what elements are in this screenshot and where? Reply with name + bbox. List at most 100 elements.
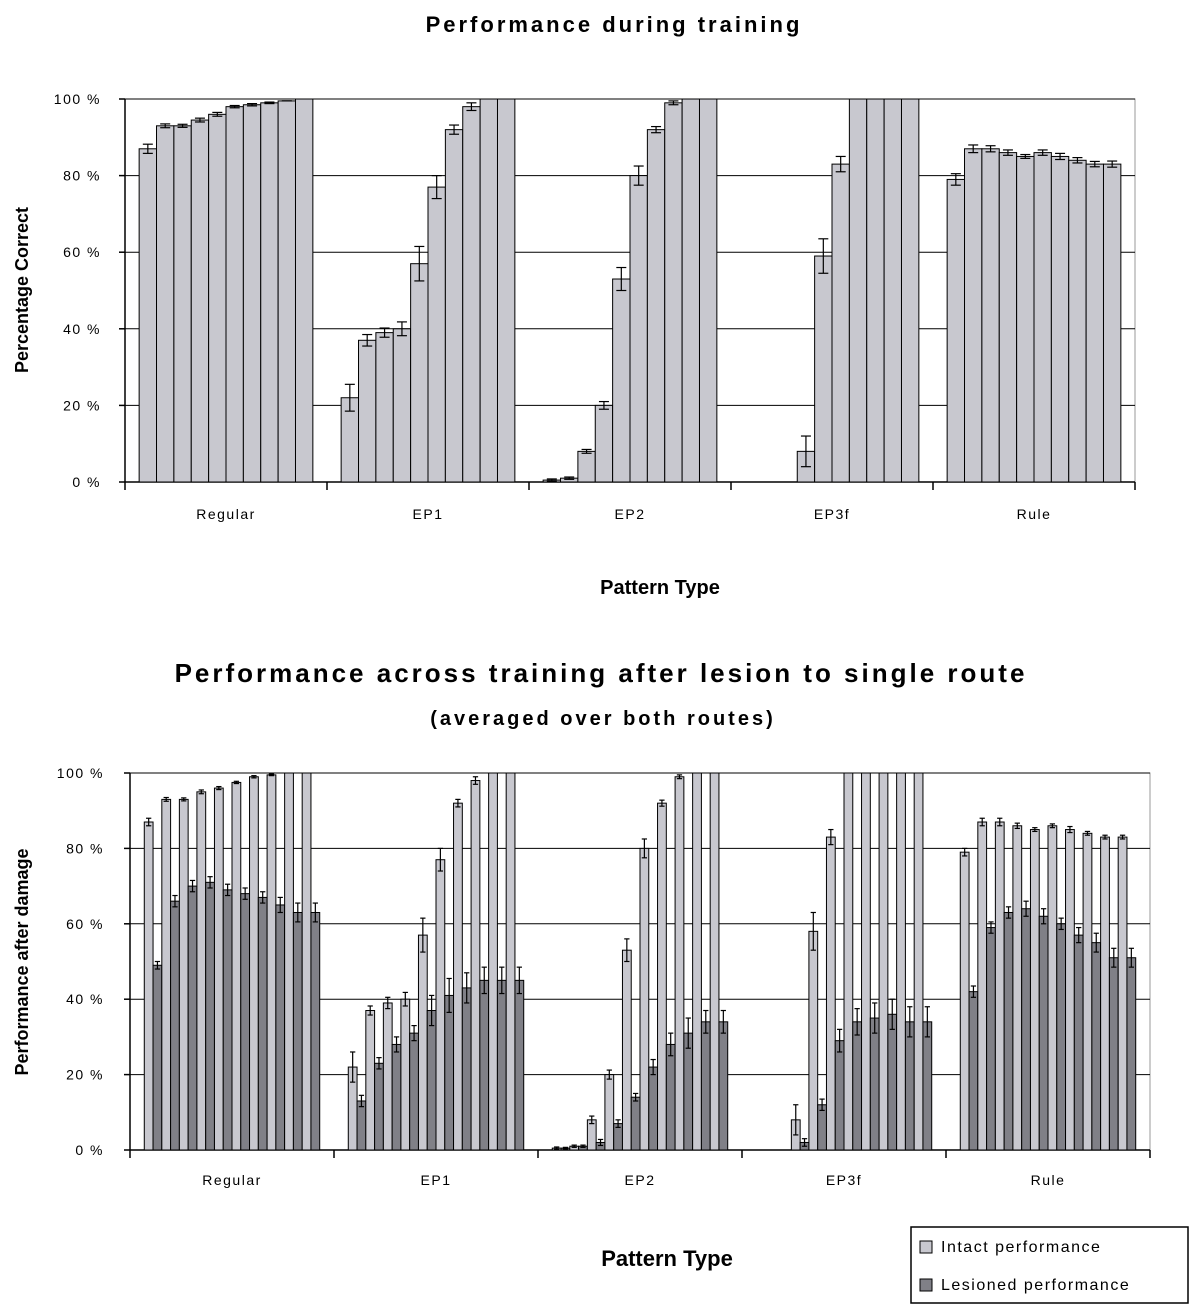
bar-intact	[365, 1010, 376, 1151]
x-tick-label: EP3f	[814, 506, 850, 522]
bar-intact	[1012, 825, 1023, 1151]
bar-lesioned	[292, 911, 303, 1151]
bar-lesioned	[630, 1096, 641, 1151]
bar-lesioned	[496, 979, 507, 1151]
bar-lesioned	[1056, 923, 1067, 1151]
chart2-title: Performance across training after lesion…	[175, 658, 1028, 688]
x-tick-label: Rule	[1031, 1172, 1066, 1188]
legend-box	[910, 1226, 1189, 1304]
bar-lesioned	[240, 893, 251, 1151]
bar-intact	[173, 125, 192, 483]
bar-lesioned	[718, 1021, 729, 1151]
bar-lesioned	[1091, 942, 1102, 1151]
bar-intact	[629, 175, 648, 483]
bar-intact	[692, 772, 702, 1151]
x-tick-label: EP2	[615, 506, 646, 522]
bar-lesioned	[968, 991, 979, 1151]
bar-intact	[410, 263, 429, 483]
bar-intact	[977, 821, 988, 1151]
chart2-legend: Intact performance Lesioned performance	[910, 1226, 1189, 1304]
bar-intact	[435, 859, 446, 1151]
bar-lesioned	[1073, 934, 1084, 1151]
bar-lesioned	[665, 1043, 676, 1151]
bar-intact	[260, 102, 279, 483]
bar-intact	[427, 186, 446, 483]
bar-intact	[1068, 159, 1087, 483]
bar-lesioned	[904, 1021, 915, 1151]
bar-lesioned	[648, 1066, 659, 1151]
bar-intact	[375, 332, 394, 483]
y-tick-label: 40 %	[63, 321, 101, 337]
bar-intact	[400, 998, 411, 1151]
bar-lesioned	[683, 1032, 694, 1151]
bar-lesioned	[426, 1010, 437, 1151]
bar-intact	[913, 772, 924, 1151]
chart2-y-axis-title: Performance after damage	[12, 848, 32, 1075]
bar-intact	[981, 148, 1000, 483]
bar-intact	[586, 1119, 597, 1151]
bar-lesioned	[187, 885, 198, 1151]
bar-intact	[196, 791, 207, 1151]
y-tick-label: 80 %	[63, 168, 101, 184]
bar-intact	[900, 98, 920, 483]
bar-intact	[698, 98, 718, 483]
bar-intact	[242, 104, 262, 483]
bar-lesioned	[152, 964, 163, 1151]
bar-intact	[1016, 155, 1035, 483]
chart1-title: Performance during training	[426, 12, 803, 37]
bar-intact	[358, 339, 377, 483]
x-tick-label: Regular	[202, 1172, 262, 1188]
bar-intact	[646, 129, 666, 483]
bar-lesioned	[391, 1043, 402, 1151]
y-tick-label: 80 %	[66, 840, 104, 856]
chart1-plot: 0 % 20 % 40 % 60 % 80 % 100 % Regular EP1 EP2 EP3…	[54, 91, 1136, 522]
bar-intact	[392, 328, 412, 483]
bar-intact	[178, 798, 189, 1151]
bar-intact	[896, 772, 906, 1151]
bar-intact	[1117, 836, 1128, 1151]
bar-intact	[1033, 152, 1052, 483]
y-tick-label: 100 %	[57, 765, 104, 781]
chart2-plot: 0 % 20 % 40 % 60 % 80 % 100 % Regular EP1 EP2 EP3…	[57, 765, 1151, 1188]
bar-intact	[470, 780, 481, 1151]
bar-intact	[866, 98, 885, 483]
bar-intact	[998, 152, 1018, 483]
bar-intact	[266, 774, 277, 1151]
bar-lesioned	[1108, 957, 1119, 1151]
chart2-subtitle: (averaged over both routes)	[430, 708, 776, 730]
bar-intact	[612, 278, 631, 483]
bar-lesioned	[514, 979, 525, 1151]
bar-intact	[1029, 829, 1040, 1151]
bar-lesioned	[275, 904, 286, 1151]
x-tick-label: EP1	[413, 506, 444, 522]
bar-lesioned	[1003, 911, 1014, 1151]
bar-intact	[674, 776, 685, 1151]
bar-lesioned	[222, 889, 233, 1151]
bar-intact	[213, 787, 224, 1151]
bar-intact	[831, 163, 850, 483]
bar-intact	[639, 847, 650, 1151]
bar-lesioned	[817, 1104, 827, 1151]
bar-intact	[878, 772, 889, 1151]
chart2-x-axis-title: Pattern Type	[601, 1246, 733, 1271]
bar-intact	[143, 821, 154, 1151]
bar-intact	[959, 851, 970, 1151]
bar-lesioned	[887, 1013, 898, 1151]
bar-intact	[577, 450, 596, 483]
bar-intact	[709, 772, 720, 1151]
bar-lesioned	[461, 987, 472, 1151]
bar-intact	[231, 781, 242, 1151]
legend-label-lesioned: Lesioned performance	[941, 1277, 1130, 1294]
bar-intact	[496, 98, 516, 483]
bar-lesioned	[986, 927, 996, 1151]
legend-swatch-lesioned	[919, 1278, 933, 1292]
bar-intact	[190, 119, 210, 483]
bar-intact	[417, 934, 428, 1151]
y-tick-label: 20 %	[66, 1067, 104, 1083]
bar-lesioned	[170, 900, 180, 1151]
y-tick-label: 100 %	[54, 91, 101, 107]
bar-intact	[664, 102, 683, 483]
x-tick-label: EP3f	[826, 1172, 862, 1188]
bar-lesioned	[922, 1021, 933, 1151]
bar-intact	[156, 125, 175, 483]
